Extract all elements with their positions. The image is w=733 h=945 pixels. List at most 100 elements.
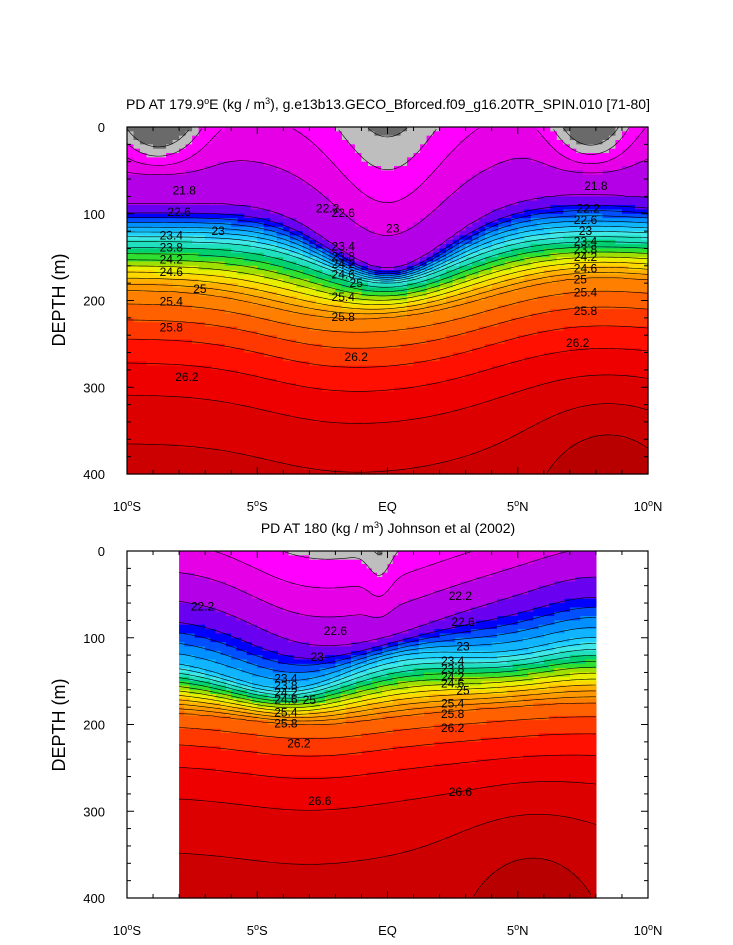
contour-cell bbox=[166, 378, 174, 384]
contour-cell bbox=[380, 274, 389, 280]
contour-cell bbox=[198, 226, 206, 232]
contour-cell bbox=[231, 192, 239, 197]
contour-cell bbox=[374, 382, 382, 388]
contour-cell bbox=[224, 447, 232, 453]
contour-cell bbox=[420, 330, 428, 336]
contour-cell bbox=[517, 361, 525, 367]
contour-cell bbox=[192, 278, 200, 284]
contour-cell bbox=[153, 374, 161, 380]
contour-cell bbox=[335, 170, 343, 176]
contour-cell bbox=[166, 408, 174, 414]
contour-cell bbox=[413, 465, 421, 471]
contour-cell bbox=[302, 374, 310, 380]
contour-cell bbox=[420, 456, 428, 462]
contour-cell bbox=[172, 274, 180, 280]
contour-cell bbox=[354, 170, 363, 176]
contour-cell bbox=[185, 326, 193, 332]
contour-cell bbox=[140, 348, 148, 354]
contour-cell bbox=[420, 352, 428, 358]
contour-cell bbox=[205, 369, 213, 375]
contour-cell bbox=[452, 469, 460, 475]
contour-cell bbox=[231, 400, 239, 406]
contour-cell bbox=[166, 447, 174, 453]
contour-cell bbox=[452, 374, 460, 380]
contour-cell bbox=[413, 205, 421, 211]
contour-cell bbox=[380, 148, 389, 154]
contour-cell bbox=[511, 339, 519, 345]
contour-cell bbox=[218, 395, 226, 401]
contour-cell bbox=[498, 248, 506, 254]
contour-cell bbox=[179, 391, 187, 397]
contour-cell bbox=[413, 330, 421, 336]
contour-cell bbox=[315, 404, 323, 410]
contour-cell bbox=[146, 265, 154, 271]
contour-cell bbox=[146, 395, 154, 401]
contour-cell bbox=[478, 179, 486, 184]
contour-cell bbox=[407, 408, 415, 414]
contour-cell bbox=[400, 378, 408, 384]
contour-cell bbox=[159, 413, 167, 419]
contour-cell bbox=[530, 131, 538, 137]
contour-cell bbox=[446, 148, 454, 154]
contour-cell bbox=[276, 395, 284, 401]
contour-cell bbox=[309, 322, 317, 328]
contour-cell bbox=[380, 287, 389, 293]
contour-cell bbox=[146, 339, 154, 345]
contour-cell bbox=[309, 387, 317, 393]
contour-cell bbox=[400, 456, 408, 462]
contour-cell bbox=[159, 127, 167, 132]
contour-cell bbox=[446, 209, 454, 215]
contour-cell bbox=[465, 187, 473, 193]
contour-cell bbox=[341, 309, 350, 315]
contour-cell bbox=[491, 465, 499, 471]
contour-cell bbox=[465, 469, 473, 475]
contour-cell bbox=[172, 447, 180, 453]
contour-cell bbox=[361, 161, 369, 167]
contour-cell bbox=[270, 413, 278, 419]
contour-cell bbox=[211, 408, 219, 414]
contour-cell bbox=[485, 252, 493, 258]
contour-cell bbox=[394, 452, 402, 458]
contour-cell bbox=[211, 291, 219, 297]
contour-cell bbox=[446, 131, 454, 137]
contour-cell bbox=[224, 369, 232, 375]
contour-cell bbox=[380, 330, 389, 336]
contour-cell bbox=[127, 135, 135, 141]
contour-cell bbox=[133, 352, 141, 358]
contour-cell bbox=[263, 287, 271, 293]
contour-cell bbox=[439, 374, 447, 380]
contour-cell bbox=[498, 426, 506, 432]
contour-cell bbox=[485, 421, 493, 427]
contour-cell bbox=[348, 200, 356, 206]
contour-cell bbox=[348, 135, 356, 141]
contour-cell bbox=[257, 261, 265, 267]
contour-cell bbox=[289, 382, 297, 388]
contour-cell bbox=[270, 443, 278, 449]
contour-cell bbox=[420, 326, 428, 332]
contour-cell bbox=[478, 352, 486, 358]
contour-cell bbox=[263, 183, 271, 189]
contour-cell bbox=[517, 179, 525, 184]
contour-cell bbox=[498, 430, 506, 436]
contour-cell bbox=[205, 157, 213, 163]
contour-cell bbox=[498, 278, 506, 284]
contour-cell bbox=[140, 291, 148, 297]
contour-cell bbox=[302, 417, 310, 423]
contour-cell bbox=[439, 339, 447, 345]
contour-cell bbox=[198, 400, 206, 406]
contour-cell bbox=[166, 421, 174, 427]
contour-cell bbox=[472, 265, 480, 271]
contour-cell bbox=[205, 309, 213, 315]
contour-cell bbox=[491, 257, 499, 263]
contour-cell bbox=[374, 278, 382, 284]
contour-cell bbox=[153, 196, 161, 202]
contour-cell bbox=[504, 166, 512, 171]
contour-cell bbox=[348, 170, 356, 176]
contour-cell bbox=[302, 330, 310, 336]
contour-cell bbox=[452, 352, 460, 358]
contour-cell bbox=[263, 235, 271, 241]
contour-cell bbox=[322, 439, 330, 445]
contour-cell bbox=[374, 218, 382, 224]
contour-cell bbox=[231, 374, 239, 380]
contour-cell bbox=[394, 304, 402, 310]
